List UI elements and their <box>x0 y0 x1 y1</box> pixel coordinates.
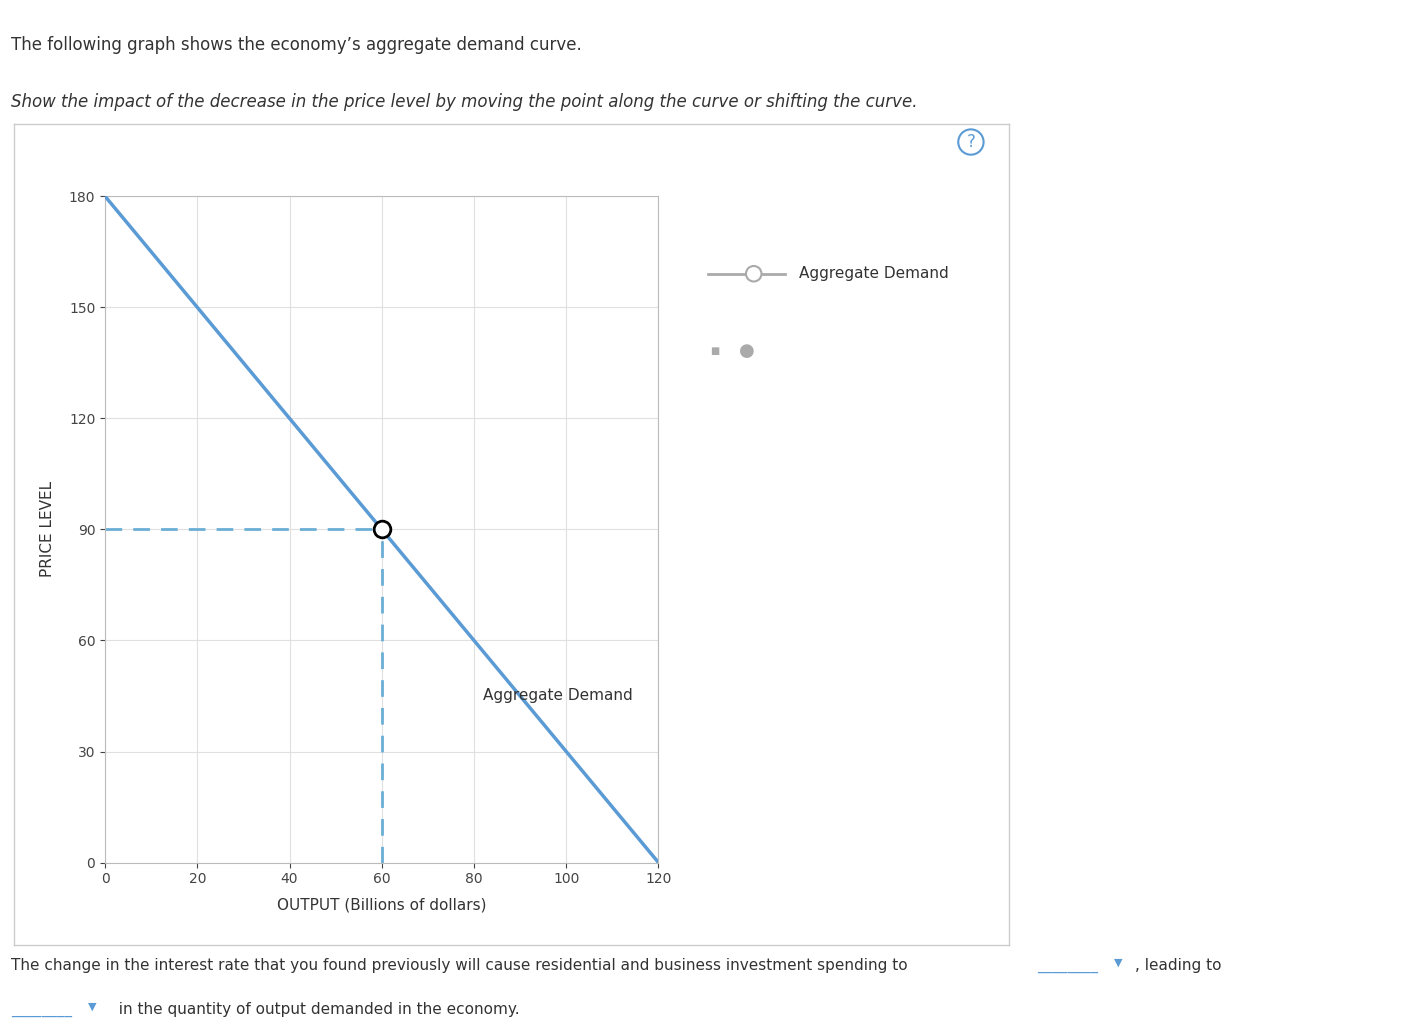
Text: o: o <box>750 268 758 280</box>
Text: ▼: ▼ <box>1114 958 1122 968</box>
Text: Aggregate Demand: Aggregate Demand <box>799 267 948 281</box>
Text: Show the impact of the decrease in the price level by moving the point along the: Show the impact of the decrease in the p… <box>11 93 918 111</box>
Text: ■: ■ <box>710 346 719 356</box>
Text: ●: ● <box>738 342 755 361</box>
Text: Aggregate Demand: Aggregate Demand <box>483 688 633 703</box>
Text: The change in the interest rate that you found previously will cause residential: The change in the interest rate that you… <box>11 958 908 973</box>
Text: in the quantity of output demanded in the economy.: in the quantity of output demanded in th… <box>109 1002 520 1018</box>
Text: ▼: ▼ <box>88 1002 97 1012</box>
Text: ?: ? <box>967 133 975 151</box>
Text: , leading to: , leading to <box>1135 958 1222 973</box>
Text: ________: ________ <box>11 1002 73 1018</box>
Text: ________: ________ <box>1037 958 1098 973</box>
X-axis label: OUTPUT (Billions of dollars): OUTPUT (Billions of dollars) <box>277 898 486 912</box>
Text: The following graph shows the economy’s aggregate demand curve.: The following graph shows the economy’s … <box>11 36 581 54</box>
Y-axis label: PRICE LEVEL: PRICE LEVEL <box>41 481 55 577</box>
